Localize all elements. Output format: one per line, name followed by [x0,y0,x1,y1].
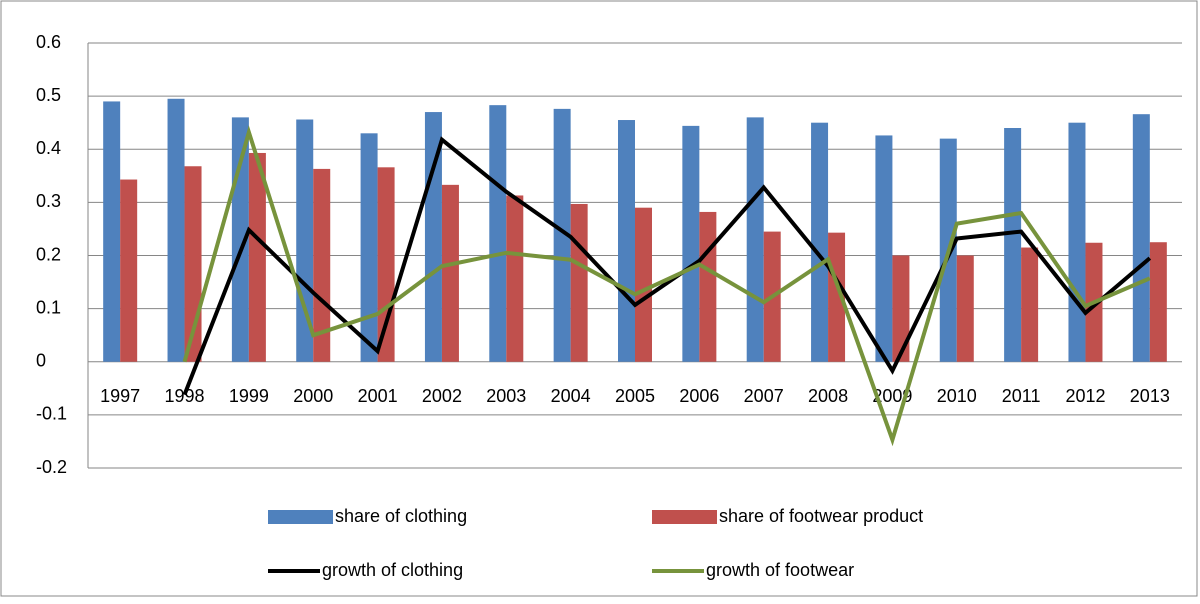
legend-label: share of clothing [335,506,467,526]
y-tick-label: 0 [36,351,46,371]
bar [377,167,395,362]
x-tick-label: 2012 [1065,386,1105,406]
bar [120,179,138,362]
bar [811,122,829,362]
bar [892,255,910,362]
x-tick-label: 2011 [1002,386,1041,406]
bar [553,108,571,362]
bar [489,105,507,362]
y-tick-label: 0.5 [36,85,61,105]
legend-swatch [268,510,333,524]
bar [635,207,652,362]
x-tick-label: 2000 [293,386,333,406]
x-tick-label: 1998 [165,386,205,406]
x-tick-label: 2006 [679,386,719,406]
bar [1004,128,1022,362]
y-tick-label: 0.2 [36,244,61,264]
line-series [182,136,1152,396]
x-tick-label: 1999 [229,386,269,406]
x-tick-label: 2013 [1130,386,1170,406]
legend-label: growth of footwear [706,560,854,580]
y-tick-label: 0.6 [36,32,61,52]
y-tick-label: -0.1 [36,404,67,424]
x-tick-label: 2010 [937,386,977,406]
bar [746,117,764,362]
legend-label: growth of clothing [322,560,463,580]
bar [1021,247,1039,362]
y-tick-label: -0.2 [36,457,67,477]
x-tick-label: 2004 [551,386,591,406]
bar [506,195,524,362]
bar [248,152,266,362]
line-series [182,125,1151,447]
legend-label: share of footwear product [719,506,923,526]
bar [618,120,635,362]
y-tick-label: 0.1 [36,297,61,317]
bar [313,168,331,362]
bar [1149,242,1167,362]
legend-swatch [652,510,717,524]
x-tick-label: 2003 [486,386,526,406]
y-tick-label: 0.3 [36,191,61,211]
bar [956,255,974,362]
bar [424,112,442,362]
x-tick-label: 2007 [744,386,784,406]
bar [441,184,459,362]
bar [167,98,185,362]
x-tick-label: 1997 [100,386,140,406]
x-tick-label: 2008 [808,386,848,406]
bar [699,211,717,362]
bar [360,133,378,362]
bar [875,135,893,362]
x-tick-label: 2001 [358,386,398,406]
bar [828,232,846,362]
bar [1068,122,1086,362]
y-tick-label: 0.4 [36,138,61,158]
x-tick-label: 2002 [422,386,462,406]
bar [570,203,588,362]
x-tick-label: 2005 [615,386,655,406]
bar [1132,114,1150,362]
bar [682,125,700,362]
bar [103,101,121,362]
